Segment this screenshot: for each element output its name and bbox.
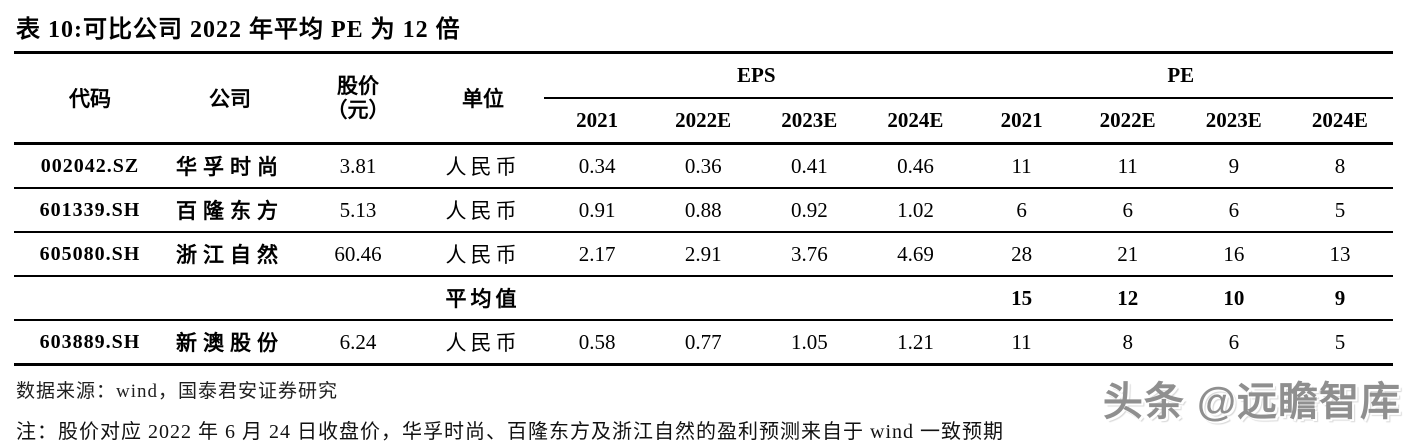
table-row-average: 平均值 15 12 10 9	[14, 275, 1393, 320]
cell-company: 百隆东方	[166, 187, 294, 232]
cell-eps-2021: 0.34	[578, 153, 616, 178]
header-eps-2022e: 2022E	[650, 98, 757, 145]
header-eps-group: EPS	[544, 54, 969, 99]
cell-eps-2023e: 1.05	[756, 319, 863, 365]
header-code: 代码	[14, 54, 166, 145]
cell-pe-2021: 11	[1011, 153, 1032, 178]
cell-code	[14, 275, 166, 320]
header-pe-group: PE	[968, 54, 1393, 99]
cell-code: 605080.SH	[14, 231, 166, 276]
cell-eps-2024e	[862, 275, 969, 320]
header-pe-2024e: 2024E	[1286, 98, 1393, 145]
table-header: 代码 公司 股价 （元） 单位 EPS PE 2021 2022E 2023E …	[14, 54, 1393, 145]
cell-pe-2021: 6	[968, 187, 1075, 232]
cell-pe-2023e: 9	[1228, 153, 1240, 178]
header-pe-2021: 2021	[968, 98, 1075, 145]
cell-pe-2023e: 6	[1180, 319, 1287, 365]
cell-eps-2022e: 0.88	[650, 187, 757, 232]
cell-eps-2022e: 0.77	[650, 319, 757, 365]
header-eps-2023e: 2023E	[756, 98, 863, 145]
cell-pe-2022e: 11	[1117, 153, 1138, 178]
comparable-companies-table: 代码 公司 股价 （元） 单位 EPS PE 2021 2022E 2023E …	[14, 54, 1393, 366]
cell-eps-2024e: 1.02	[862, 187, 969, 232]
cell-pe-2021: 11	[968, 319, 1075, 365]
header-unit: 单位	[422, 54, 544, 145]
header-company: 公司	[166, 54, 294, 145]
cell-pe-2022e: 12	[1074, 275, 1181, 320]
cell-pe-2024e: 9	[1286, 275, 1393, 320]
cell-eps-2023e: 0.41	[790, 153, 828, 178]
header-eps-2024e: 2024E	[862, 98, 969, 145]
cell-eps-2024e: 1.21	[862, 319, 969, 365]
header-pe-2023e: 2023E	[1180, 98, 1287, 145]
cell-pe-2022e: 6	[1074, 187, 1181, 232]
cell-unit: 人民币	[445, 155, 521, 179]
cell-price	[294, 275, 422, 320]
table-row: 601339.SH 百隆东方 5.13 人民币 0.91 0.88 0.92 1…	[14, 187, 1393, 232]
header-price: 股价 （元）	[294, 54, 422, 145]
cell-pe-2023e: 10	[1180, 275, 1287, 320]
cell-price: 6.24	[294, 319, 422, 365]
cell-company: 华孚时尚	[176, 155, 284, 179]
cell-eps-2024e: 0.46	[897, 153, 934, 178]
table-row: 002042.SZ 华孚时尚 3.81 人民币 0.34 0.36 0.41 0…	[14, 144, 1393, 189]
cell-eps-2023e	[756, 275, 863, 320]
table-row: 603889.SH 新澳股份 6.24 人民币 0.58 0.77 1.05 1…	[14, 319, 1393, 365]
cell-average-label: 平均值	[422, 275, 544, 320]
cell-pe-2023e: 16	[1180, 231, 1287, 276]
cell-code: 601339.SH	[14, 187, 166, 232]
cell-pe-2024e: 8	[1334, 153, 1346, 178]
cell-unit: 人民币	[422, 319, 544, 365]
header-price-line1: 股价	[337, 73, 379, 98]
cell-eps-2021: 0.58	[544, 319, 651, 365]
cell-pe-2022e: 21	[1074, 231, 1181, 276]
header-row-years: 2021 2022E 2023E 2024E 2021 2022E 2023E …	[14, 98, 1393, 145]
cell-eps-2022e: 0.36	[684, 153, 722, 178]
cell-pe-2024e: 13	[1286, 231, 1393, 276]
cell-pe-2023e: 6	[1180, 187, 1287, 232]
cell-pe-2022e: 8	[1074, 319, 1181, 365]
cell-company	[166, 275, 294, 320]
cell-eps-2021: 2.17	[544, 231, 651, 276]
header-pe-2022e: 2022E	[1074, 98, 1181, 145]
header-eps-2021: 2021	[544, 98, 651, 145]
data-source-text: 数据来源：wind，国泰君安证券研究	[16, 381, 339, 402]
cell-company: 新澳股份	[166, 319, 294, 365]
cell-unit: 人民币	[422, 231, 544, 276]
cell-price: 60.46	[294, 231, 422, 276]
cell-pe-2024e: 5	[1286, 187, 1393, 232]
table-title: 表 10:可比公司 2022 年平均 PE 为 12 倍	[14, 0, 1393, 54]
cell-price: 5.13	[294, 187, 422, 232]
cell-eps-2024e: 4.69	[862, 231, 969, 276]
cell-code: 603889.SH	[14, 319, 166, 365]
cell-price: 3.81	[339, 153, 377, 178]
cell-pe-2021: 15	[968, 275, 1075, 320]
header-row-groups: 代码 公司 股价 （元） 单位 EPS PE	[14, 54, 1393, 145]
cell-eps-2021	[544, 275, 651, 320]
cell-eps-2022e: 2.91	[650, 231, 757, 276]
cell-pe-2021: 28	[968, 231, 1075, 276]
cell-company: 浙江自然	[166, 231, 294, 276]
table-row: 605080.SH 浙江自然 60.46 人民币 2.17 2.91 3.76 …	[14, 231, 1393, 276]
watermark: 头条 @远瞻智库	[1102, 380, 1401, 424]
cell-eps-2021: 0.91	[544, 187, 651, 232]
cell-unit: 人民币	[422, 187, 544, 232]
cell-pe-2024e: 5	[1286, 319, 1393, 365]
cell-eps-2023e: 0.92	[756, 187, 863, 232]
cell-eps-2023e: 3.76	[756, 231, 863, 276]
cell-code: 002042.SZ	[40, 154, 140, 177]
cell-eps-2022e	[650, 275, 757, 320]
header-price-line2: （元）	[326, 98, 390, 122]
